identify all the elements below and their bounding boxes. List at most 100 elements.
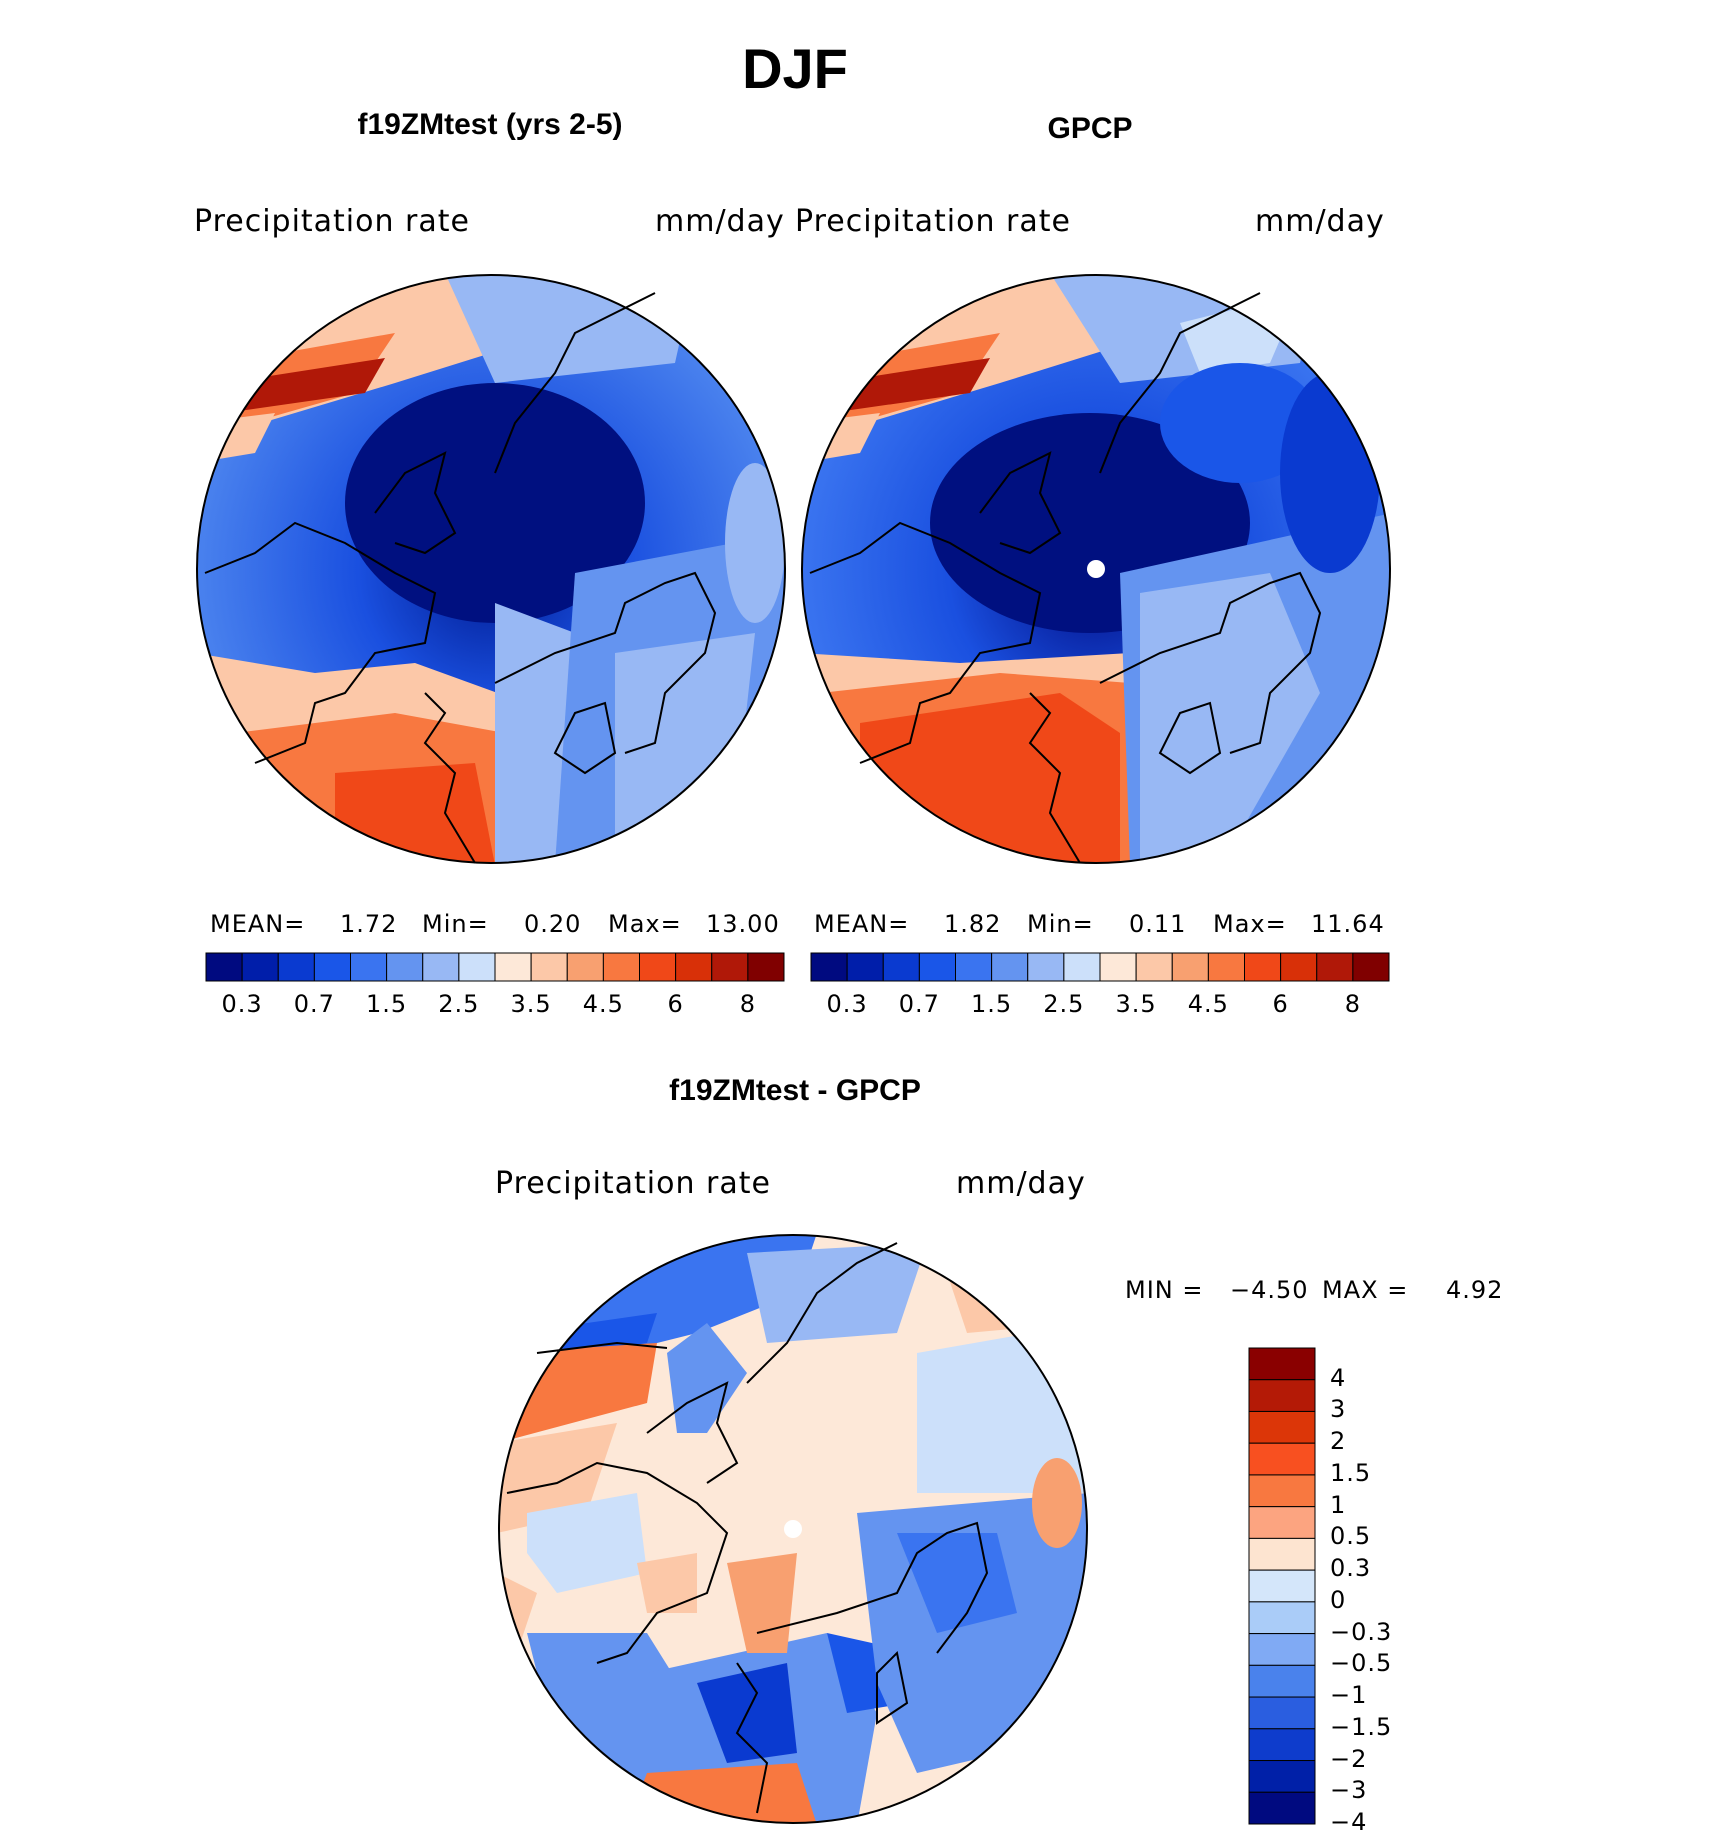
panel-2-min-value: 0.11 [1129, 910, 1187, 938]
colorbar-model-swatch [313, 952, 351, 982]
colorbar-difference-swatch [1248, 1601, 1316, 1635]
colorbar-model-tick-label: 6 [667, 990, 684, 1018]
colorbar-gpcp-swatch [1316, 952, 1354, 982]
colorbar-difference-ticks: 4 3 2 1.5 1 0.5 0.3 0 −0.3 −0.5 −1 −1.5 −2 −3 −4 [1330, 1347, 1430, 1836]
colorbar-model-tick-label: 0.7 [293, 990, 335, 1018]
panel-2-variable: Precipitation rate [795, 204, 1071, 239]
colorbar-model-tick-label: 2.5 [438, 990, 480, 1018]
colorbar-difference-tick-label: 0 [1330, 1585, 1347, 1614]
colorbar-difference-tick-label: 0.5 [1330, 1522, 1372, 1551]
colorbar-gpcp-swatch [1207, 952, 1245, 982]
panel-1-mean-value: 1.72 [340, 910, 398, 938]
map-model-precip [196, 274, 786, 864]
colorbar-gpcp-tick-label: 8 [1344, 990, 1362, 1018]
colorbar-model-swatch [602, 952, 640, 982]
colorbar-difference-tick-label: −2 [1330, 1744, 1368, 1773]
colorbar-gpcp-swatch [1280, 952, 1318, 982]
colorbar-gpcp-ticks: 0.3 0.7 1.5 2.5 3.5 4.5 6 8 [810, 990, 1390, 1020]
panel-1-units: mm/day [655, 204, 785, 239]
panel-3-units: mm/day [956, 1166, 1086, 1201]
colorbar-difference-swatch [1248, 1569, 1316, 1603]
panel-3-variable: Precipitation rate [495, 1166, 771, 1201]
panel-1-title: f19ZMtest (yrs 2-5) [357, 108, 623, 141]
panel-1-min-value: 0.20 [524, 910, 582, 938]
panel-2-units: mm/day [1255, 204, 1385, 239]
map-gpcp-precip [801, 274, 1391, 864]
colorbar-difference-tick-label: −0.3 [1330, 1617, 1393, 1646]
colorbar-difference-swatch [1248, 1791, 1316, 1825]
colorbar-difference-tick-label: 2 [1330, 1427, 1347, 1456]
colorbar-gpcp-swatch [810, 952, 848, 982]
colorbar-difference-swatch [1248, 1633, 1316, 1666]
colorbar-model-tick-label: 0.3 [221, 990, 263, 1018]
colorbar-model-tick-label: 1.5 [366, 990, 408, 1018]
colorbar-model-swatch [241, 952, 279, 982]
colorbar-gpcp-swatch [846, 952, 884, 982]
colorbar-difference-tick-label: 3 [1330, 1395, 1347, 1424]
colorbar-gpcp-swatch [918, 952, 956, 982]
colorbar-model-swatch [747, 952, 785, 982]
colorbar-difference [1248, 1347, 1316, 1825]
colorbar-difference-swatch [1248, 1474, 1316, 1508]
panel-1-variable: Precipitation rate [194, 204, 470, 239]
colorbar-gpcp-swatch [1063, 952, 1101, 982]
figure-title: DJF [742, 37, 848, 100]
colorbar-gpcp-tick-label: 6 [1272, 990, 1289, 1018]
colorbar-gpcp-swatch [882, 952, 920, 982]
colorbar-model-swatch [422, 952, 460, 982]
colorbar-difference-swatch [1248, 1537, 1316, 1571]
colorbar-model-swatch [205, 952, 243, 982]
panel-1-mean-label: MEAN= [210, 910, 306, 938]
colorbar-difference-swatch [1248, 1410, 1316, 1444]
panel-2-title: GPCP [1047, 112, 1133, 145]
colorbar-difference-tick-label: 4 [1330, 1363, 1347, 1392]
colorbar-model-swatch [494, 952, 532, 982]
colorbar-difference-swatch [1248, 1664, 1316, 1698]
colorbar-difference-tick-label: −0.5 [1330, 1649, 1393, 1678]
panel-3-min-value: −4.50 [1230, 1276, 1309, 1304]
panel-2-min-label: Min= [1027, 910, 1094, 938]
colorbar-difference-tick-label: −4 [1330, 1808, 1368, 1836]
colorbar-difference-swatch [1248, 1760, 1316, 1793]
colorbar-gpcp-swatch [1244, 952, 1282, 982]
colorbar-model-swatch [675, 952, 713, 982]
colorbar-gpcp-swatch [1135, 952, 1173, 982]
colorbar-difference-tick-label: 1.5 [1330, 1458, 1372, 1487]
panel-2-max-value: 11.64 [1311, 910, 1385, 938]
colorbar-gpcp-tick-label: 2.5 [1043, 990, 1085, 1018]
colorbar-gpcp-swatch [1352, 952, 1390, 982]
colorbar-difference-tick-label: −1.5 [1330, 1712, 1393, 1741]
colorbar-difference-swatch [1248, 1347, 1316, 1381]
colorbar-gpcp-swatch [991, 952, 1029, 982]
panel-3-max-value: 4.92 [1446, 1276, 1504, 1304]
colorbar-model-tick-label: 3.5 [510, 990, 552, 1018]
panel-3-min-label: MIN = [1125, 1276, 1204, 1304]
colorbar-difference-tick-label: 1 [1330, 1490, 1347, 1519]
panel-3-title: f19ZMtest - GPCP [669, 1074, 921, 1107]
colorbar-model-swatch [639, 952, 677, 982]
panel-2-mean-value: 1.82 [944, 910, 1002, 938]
panel-2-mean-label: MEAN= [814, 910, 910, 938]
colorbar-gpcp-tick-label: 4.5 [1187, 990, 1229, 1018]
colorbar-difference-tick-label: −3 [1330, 1776, 1368, 1805]
colorbar-difference-tick-label: −1 [1330, 1681, 1368, 1710]
panel-1-min-label: Min= [422, 910, 489, 938]
panel-2-max-label: Max= [1213, 910, 1287, 938]
map-difference-precip [498, 1234, 1088, 1824]
colorbar-gpcp-swatch [1027, 952, 1065, 982]
colorbar-difference-tick-label: 0.3 [1330, 1554, 1372, 1583]
colorbar-model-swatch [277, 952, 315, 982]
colorbar-model-swatch [530, 952, 568, 982]
panel-1-max-label: Max= [608, 910, 682, 938]
colorbar-gpcp-tick-label: 1.5 [971, 990, 1013, 1018]
colorbar-model-swatch [711, 952, 749, 982]
colorbar-difference-swatch [1248, 1379, 1316, 1412]
colorbar-model-tick-label: 4.5 [582, 990, 624, 1018]
panel-3-max-label: MAX = [1322, 1276, 1409, 1304]
colorbar-gpcp-tick-label: 3.5 [1115, 990, 1157, 1018]
colorbar-model-swatch [458, 952, 496, 982]
colorbar-gpcp-tick-label: 0.7 [898, 990, 940, 1018]
colorbar-difference-swatch [1248, 1696, 1316, 1730]
colorbar-model-tick-label: 8 [739, 990, 757, 1018]
colorbar-gpcp-swatch [1099, 952, 1137, 982]
